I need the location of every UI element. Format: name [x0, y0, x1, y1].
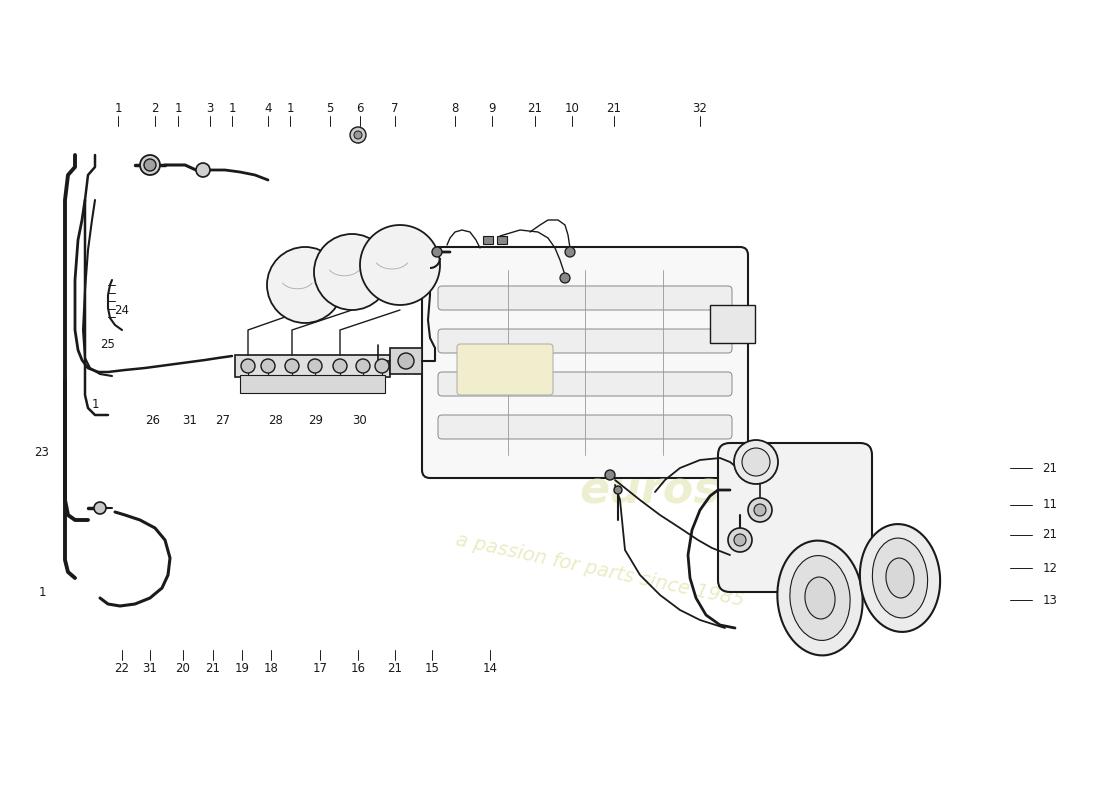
Circle shape	[333, 359, 346, 373]
Text: 25: 25	[100, 338, 116, 351]
Text: 22: 22	[114, 662, 130, 674]
Circle shape	[748, 498, 772, 522]
FancyBboxPatch shape	[456, 344, 553, 395]
FancyBboxPatch shape	[438, 415, 732, 439]
Text: 5: 5	[327, 102, 333, 114]
FancyBboxPatch shape	[438, 286, 732, 310]
Ellipse shape	[790, 555, 850, 641]
FancyBboxPatch shape	[438, 329, 732, 353]
Ellipse shape	[872, 538, 927, 618]
Circle shape	[314, 234, 390, 310]
Circle shape	[140, 155, 159, 175]
Text: 21: 21	[606, 102, 621, 114]
Circle shape	[144, 159, 156, 171]
Text: 15: 15	[425, 662, 439, 674]
Circle shape	[261, 359, 275, 373]
Text: 23: 23	[34, 446, 50, 459]
Bar	[483, 236, 493, 244]
Circle shape	[356, 359, 370, 373]
Bar	[710, 305, 755, 343]
Text: 3: 3	[207, 102, 213, 114]
Text: eurospares: eurospares	[580, 469, 860, 511]
Text: 11: 11	[1043, 498, 1057, 511]
Ellipse shape	[778, 541, 862, 655]
Text: 1: 1	[39, 586, 46, 599]
Ellipse shape	[860, 524, 940, 632]
Bar	[240, 375, 385, 393]
Text: 18: 18	[264, 662, 278, 674]
Text: 30: 30	[353, 414, 367, 426]
Text: 9: 9	[488, 102, 496, 114]
Bar	[390, 348, 422, 374]
Circle shape	[432, 247, 442, 257]
Text: 21: 21	[387, 662, 403, 674]
Circle shape	[605, 470, 615, 480]
Text: 20: 20	[176, 662, 190, 674]
Text: 7: 7	[392, 102, 398, 114]
Text: 4: 4	[264, 102, 272, 114]
Circle shape	[398, 353, 414, 369]
Text: 31: 31	[183, 414, 197, 426]
Text: 8: 8	[451, 102, 459, 114]
Text: 28: 28	[268, 414, 284, 426]
Text: 1: 1	[91, 398, 99, 411]
Text: 16: 16	[351, 662, 365, 674]
Text: 10: 10	[564, 102, 580, 114]
Circle shape	[94, 502, 106, 514]
Circle shape	[360, 225, 440, 305]
Circle shape	[614, 486, 622, 494]
Text: 12: 12	[1043, 562, 1057, 574]
Circle shape	[196, 163, 210, 177]
Text: a passion for parts since 1985: a passion for parts since 1985	[454, 530, 746, 610]
Circle shape	[734, 534, 746, 546]
Circle shape	[308, 359, 322, 373]
Text: 13: 13	[1043, 594, 1057, 606]
Text: 19: 19	[234, 662, 250, 674]
Text: 21: 21	[1043, 529, 1057, 542]
Circle shape	[754, 504, 766, 516]
Circle shape	[560, 273, 570, 283]
Text: 1: 1	[114, 102, 122, 114]
Circle shape	[734, 440, 778, 484]
Text: 27: 27	[216, 414, 231, 426]
Ellipse shape	[886, 558, 914, 598]
Text: 21: 21	[206, 662, 220, 674]
Text: 1: 1	[174, 102, 182, 114]
Text: 1: 1	[286, 102, 294, 114]
Ellipse shape	[805, 577, 835, 619]
FancyBboxPatch shape	[438, 372, 732, 396]
Text: 6: 6	[356, 102, 364, 114]
Bar	[235, 355, 390, 377]
Circle shape	[742, 448, 770, 476]
Text: 17: 17	[312, 662, 328, 674]
Text: 29: 29	[308, 414, 323, 426]
Text: 2: 2	[152, 102, 158, 114]
Circle shape	[241, 359, 255, 373]
Text: 24: 24	[114, 303, 130, 317]
Circle shape	[350, 127, 366, 143]
Circle shape	[354, 131, 362, 139]
Circle shape	[375, 359, 389, 373]
Text: 26: 26	[145, 414, 161, 426]
Text: 21: 21	[1043, 462, 1057, 474]
Text: 32: 32	[693, 102, 707, 114]
Circle shape	[285, 359, 299, 373]
FancyBboxPatch shape	[422, 247, 748, 478]
Text: 14: 14	[483, 662, 497, 674]
Bar	[497, 236, 507, 244]
Text: 21: 21	[528, 102, 542, 114]
Circle shape	[728, 528, 752, 552]
Circle shape	[267, 247, 343, 323]
FancyBboxPatch shape	[718, 443, 872, 592]
Text: 1: 1	[229, 102, 235, 114]
Circle shape	[565, 247, 575, 257]
Text: 31: 31	[143, 662, 157, 674]
